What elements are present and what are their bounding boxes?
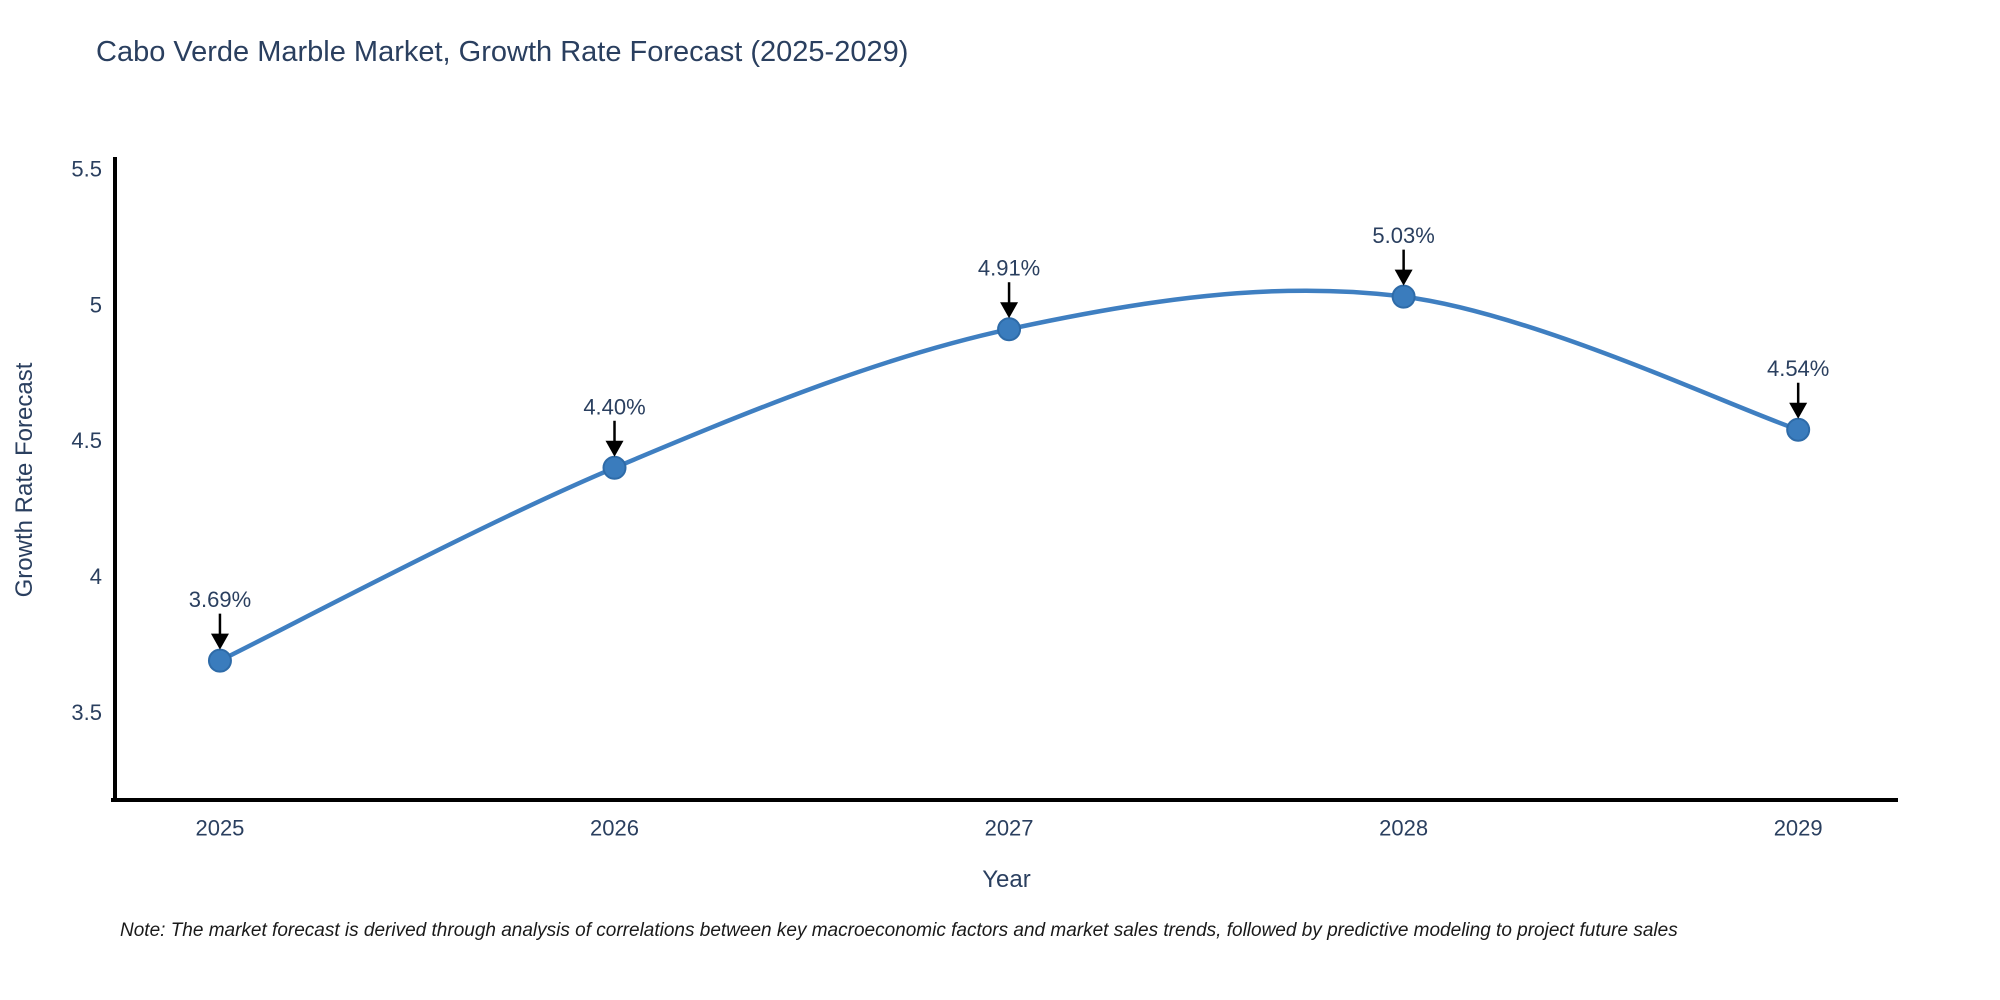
x-tick-label: 2028	[1379, 816, 1428, 841]
annotation-arrow-head	[605, 440, 624, 457]
x-tick-label: 2027	[985, 816, 1034, 841]
data-point-label: 5.03%	[1372, 223, 1434, 248]
data-point-label: 4.40%	[583, 394, 645, 419]
data-point-label: 4.91%	[978, 256, 1040, 281]
y-axis-title: Growth Rate Forecast	[11, 362, 38, 598]
annotation-arrow-head	[210, 633, 229, 650]
y-tick-label: 4.5	[71, 428, 102, 453]
data-point-marker	[997, 317, 1022, 342]
y-tick-label: 4	[90, 564, 102, 589]
annotation-arrow-head	[1394, 269, 1413, 286]
data-point-label: 3.69%	[189, 587, 251, 612]
data-point-marker	[207, 648, 232, 673]
data-point-marker	[1391, 284, 1416, 309]
y-tick-label: 5.5	[71, 156, 102, 181]
footnote: Note: The market forecast is derived thr…	[120, 920, 1678, 941]
x-tick-label: 2026	[590, 816, 639, 841]
y-tick-label: 5	[90, 292, 102, 317]
x-axis-title: Year	[982, 866, 1031, 893]
x-tick-label: 2025	[195, 816, 244, 841]
annotation-arrow-head	[1000, 302, 1019, 319]
x-tick-label: 2029	[1774, 816, 1823, 841]
annotation-arrow-head	[1789, 402, 1808, 419]
data-point-marker	[602, 455, 627, 480]
y-tick-label: 3.5	[71, 700, 102, 725]
chart-title: Cabo Verde Marble Market, Growth Rate Fo…	[96, 36, 909, 68]
trend-line	[217, 288, 1801, 663]
data-point-label: 4.54%	[1767, 356, 1829, 381]
data-point-marker	[1786, 417, 1811, 442]
